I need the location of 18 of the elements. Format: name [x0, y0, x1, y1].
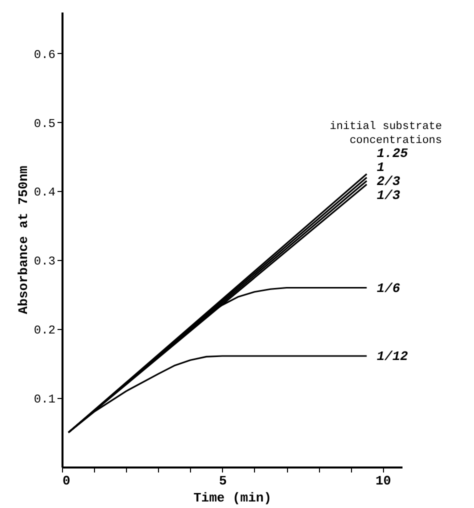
x-tick-label: 10 — [375, 474, 392, 488]
y-tick-label: 0.6 — [34, 48, 56, 62]
y-tick-label: 0.3 — [34, 254, 56, 269]
y-tick-label: 0.2 — [34, 324, 56, 338]
legend-title: initial substrate concentrations — [330, 121, 442, 148]
series-label: 2/3 — [376, 174, 400, 190]
series-label: 1/12 — [376, 349, 408, 364]
y-axis-title: Absorbance at 750nm — [16, 166, 31, 314]
y-tick-label: 0.4 — [34, 186, 56, 200]
x-tick-label: 0 — [62, 474, 70, 488]
y-tick-label: 0.5 — [34, 116, 56, 131]
y-tick-label: 0.1 — [34, 392, 56, 407]
x-tick-label: 5 — [218, 474, 227, 488]
series-label: 1/6 — [376, 280, 400, 296]
series-label: 1.25 — [376, 146, 408, 162]
x-axis-title: Time (min) — [193, 490, 272, 506]
series-label: 1 — [376, 160, 385, 176]
series-label: 1/3 — [376, 188, 400, 204]
